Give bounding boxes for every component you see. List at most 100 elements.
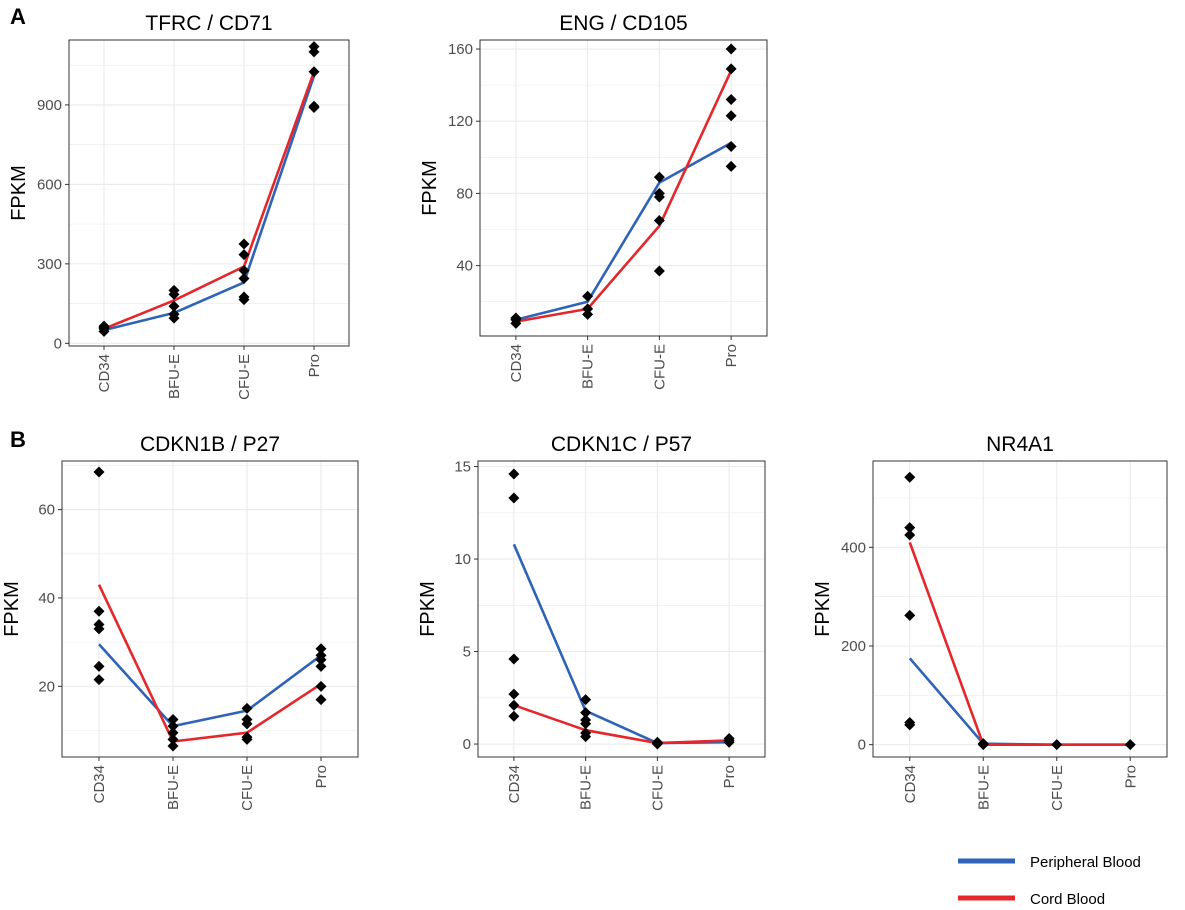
plot-3: 0 5 10 15 CD34 BFU-E CFU-E Pro CDKN1C / P57 FPKM bbox=[417, 433, 766, 811]
x-tick-label: CD34 bbox=[506, 765, 523, 803]
data-point bbox=[167, 720, 179, 732]
data-point bbox=[904, 716, 916, 728]
data-point bbox=[508, 710, 520, 722]
data-point bbox=[725, 43, 737, 55]
plot-border bbox=[68, 39, 350, 347]
data-point bbox=[168, 308, 180, 320]
y-tick-label: 40 bbox=[38, 590, 55, 607]
plot-border bbox=[479, 39, 768, 337]
data-point bbox=[508, 653, 520, 665]
legend-label-cord-blood: Cord Blood bbox=[1030, 891, 1105, 908]
data-point bbox=[167, 740, 179, 752]
legend-label-peripheral-blood: Peripheral Blood bbox=[1030, 854, 1141, 871]
data-point bbox=[308, 41, 320, 53]
y-tick-label: 40 bbox=[456, 258, 473, 275]
x-tick-label: CFU-E bbox=[1049, 765, 1066, 811]
series-line-cord-blood bbox=[908, 541, 1131, 747]
legend: Peripheral Blood Cord Blood bbox=[958, 854, 1141, 908]
y-tick-label: 60 bbox=[38, 502, 55, 519]
data-point bbox=[580, 727, 592, 739]
series-line-peripheral-blood bbox=[515, 141, 732, 322]
x-tick-label: CFU-E bbox=[236, 354, 253, 400]
data-point bbox=[308, 66, 320, 78]
data-point bbox=[977, 738, 989, 750]
y-tick-label: 300 bbox=[37, 256, 62, 273]
data-point bbox=[1124, 739, 1136, 751]
x-tick-label: CFU-E bbox=[651, 344, 668, 390]
data-point bbox=[651, 736, 663, 748]
plot-title: CDKN1C / P57 bbox=[551, 433, 692, 456]
y-tick-label: 0 bbox=[858, 737, 866, 754]
data-point bbox=[653, 187, 665, 199]
data-point bbox=[308, 100, 320, 112]
data-point bbox=[93, 605, 105, 617]
data-point bbox=[580, 694, 592, 706]
data-point bbox=[167, 727, 179, 739]
y-tick-label: 0 bbox=[463, 736, 471, 753]
data-point bbox=[315, 643, 327, 655]
data-point bbox=[580, 707, 592, 719]
y-tick-label: 400 bbox=[841, 539, 866, 556]
y-axis-label: FPKM bbox=[8, 165, 30, 221]
data-point bbox=[725, 63, 737, 75]
plot-title: CDKN1B / P27 bbox=[140, 433, 280, 456]
x-tick-label: Pro bbox=[313, 765, 330, 788]
data-point bbox=[93, 660, 105, 672]
data-point bbox=[238, 249, 250, 261]
x-tick-label: CD34 bbox=[902, 765, 919, 803]
plot-title: ENG / CD105 bbox=[559, 12, 687, 35]
plot-0: 0 300 600 900 CD34 BFU-E CFU-E Pro TFRC / CD71 FP… bbox=[8, 12, 350, 400]
y-tick-label: 0 bbox=[54, 335, 62, 352]
data-point bbox=[904, 609, 916, 621]
plot-background bbox=[873, 461, 1167, 757]
plot-border bbox=[872, 460, 1168, 758]
plot-background bbox=[69, 40, 349, 346]
data-point bbox=[315, 660, 327, 672]
x-tick-label: BFU-E bbox=[975, 765, 992, 810]
plot-border bbox=[61, 460, 359, 758]
series-line-peripheral-blood bbox=[103, 75, 316, 332]
y-tick-label: 15 bbox=[454, 459, 471, 476]
series-line-cord-blood bbox=[97, 584, 322, 743]
data-point bbox=[508, 492, 520, 504]
y-tick-label: 900 bbox=[37, 97, 62, 114]
series-line-peripheral-blood bbox=[98, 643, 322, 728]
data-point bbox=[904, 529, 916, 541]
data-point bbox=[580, 714, 592, 726]
data-point bbox=[508, 688, 520, 700]
x-tick-label: CFU-E bbox=[649, 765, 666, 811]
data-point bbox=[168, 300, 180, 312]
y-tick-label: 200 bbox=[841, 638, 866, 655]
data-point bbox=[238, 238, 250, 250]
plot-2: 20 40 60 CD34 BFU-E CFU-E Pro CDKN1B / P27 FPKM bbox=[1, 433, 359, 811]
plot-title: TFRC / CD71 bbox=[145, 12, 272, 35]
y-tick-label: 600 bbox=[37, 176, 62, 193]
data-point bbox=[315, 680, 327, 692]
y-tick-label: 20 bbox=[38, 678, 55, 695]
data-point bbox=[93, 466, 105, 478]
panel-label-b: B bbox=[10, 427, 26, 452]
data-point bbox=[582, 290, 594, 302]
x-tick-label: Pro bbox=[306, 354, 323, 377]
data-point bbox=[93, 674, 105, 686]
y-axis-label: FPKM bbox=[1, 581, 23, 637]
data-point bbox=[510, 312, 522, 324]
x-tick-label: BFU-E bbox=[165, 765, 182, 810]
x-tick-label: BFU-E bbox=[578, 765, 595, 810]
x-tick-label: CD34 bbox=[91, 765, 108, 803]
plot-1: 40 80 120 160 CD34 BFU-E CFU-E Pro ENG / CD105 FP… bbox=[419, 12, 768, 390]
data-point bbox=[238, 264, 250, 276]
data-point bbox=[904, 522, 916, 534]
data-point bbox=[167, 713, 179, 725]
series-line-cord-blood bbox=[515, 70, 733, 323]
data-point bbox=[315, 694, 327, 706]
x-tick-label: Pro bbox=[721, 765, 738, 788]
panel-label-a: A bbox=[10, 4, 26, 29]
data-point bbox=[241, 713, 253, 725]
data-point bbox=[725, 140, 737, 152]
data-point bbox=[508, 468, 520, 480]
data-point bbox=[725, 110, 737, 122]
y-axis-label: FPKM bbox=[417, 581, 439, 637]
